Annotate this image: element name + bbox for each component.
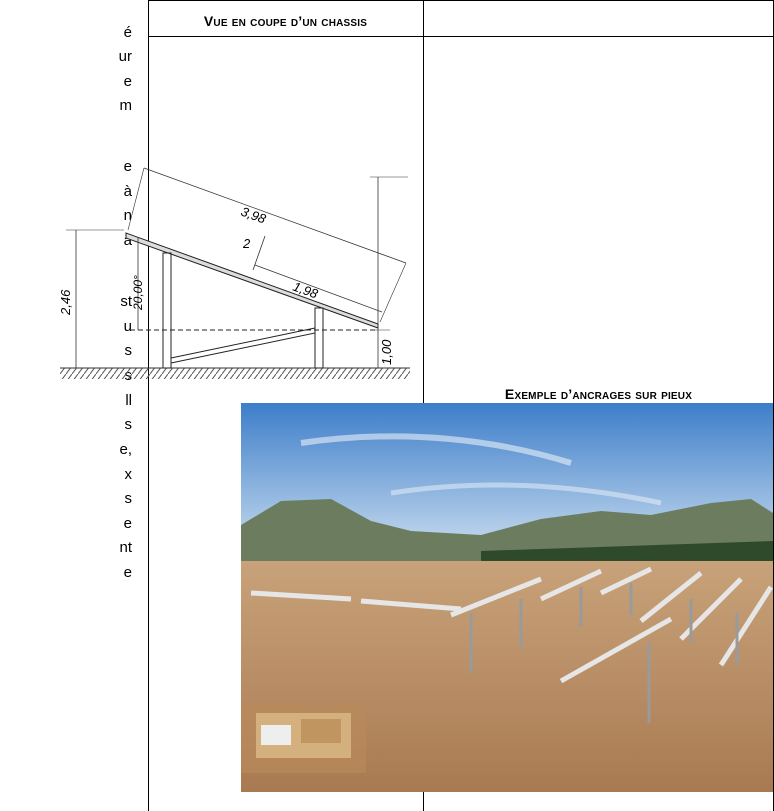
height-low-label: 1,00 xyxy=(379,339,394,365)
text-fragment: n xyxy=(123,207,132,224)
ground-hatch xyxy=(60,368,410,379)
text-fragment: s xyxy=(124,490,133,507)
text-fragment: m xyxy=(119,97,133,114)
angle-label: 20,00° xyxy=(131,275,145,311)
text-fragment: e xyxy=(123,515,132,532)
front-post xyxy=(162,252,172,369)
anchors-photo xyxy=(241,403,773,792)
text-fragment: s xyxy=(124,416,133,433)
table-header-divider xyxy=(148,36,774,37)
text-fragment: e xyxy=(123,73,132,90)
text-fragment: à xyxy=(123,183,132,200)
text-fragment: é xyxy=(123,24,132,41)
rear-post xyxy=(314,307,324,369)
height-total-label: 2,46 xyxy=(60,289,73,316)
photo-caption: Exemple d’ancrages sur pieux xyxy=(424,386,773,402)
text-fragment: nt xyxy=(119,539,132,556)
text-fragment: a xyxy=(123,232,132,249)
table-border-left xyxy=(148,0,149,811)
solar-panel-profile xyxy=(125,232,379,329)
text-fragment: e xyxy=(123,564,132,581)
text-fragment: u xyxy=(123,318,132,335)
text-fragment: st xyxy=(120,293,132,310)
dim-small-label: 2 xyxy=(242,236,251,251)
photo-caption-text: Exemple d’ancrages sur pieux xyxy=(504,386,693,402)
chassis-cross-section-diagram: 3,98 2 1,98 20,00° 2,46 1,00 xyxy=(60,167,410,379)
section-title-cross-section: Vue en coupe d’un chassis xyxy=(203,13,368,29)
dim-length-label: 3,98 xyxy=(239,204,269,227)
text-fragment: s xyxy=(124,342,133,359)
text-fragment: ll xyxy=(125,392,132,409)
text-fragment: e, xyxy=(119,441,132,458)
table-header-cell: Vue en coupe d’un chassis xyxy=(148,13,423,29)
text-fragment: ur xyxy=(118,48,132,65)
diagonal-brace xyxy=(170,327,316,364)
table-border-top xyxy=(148,0,774,1)
text-fragment: x xyxy=(124,466,133,483)
text-fragment: e xyxy=(123,158,132,175)
